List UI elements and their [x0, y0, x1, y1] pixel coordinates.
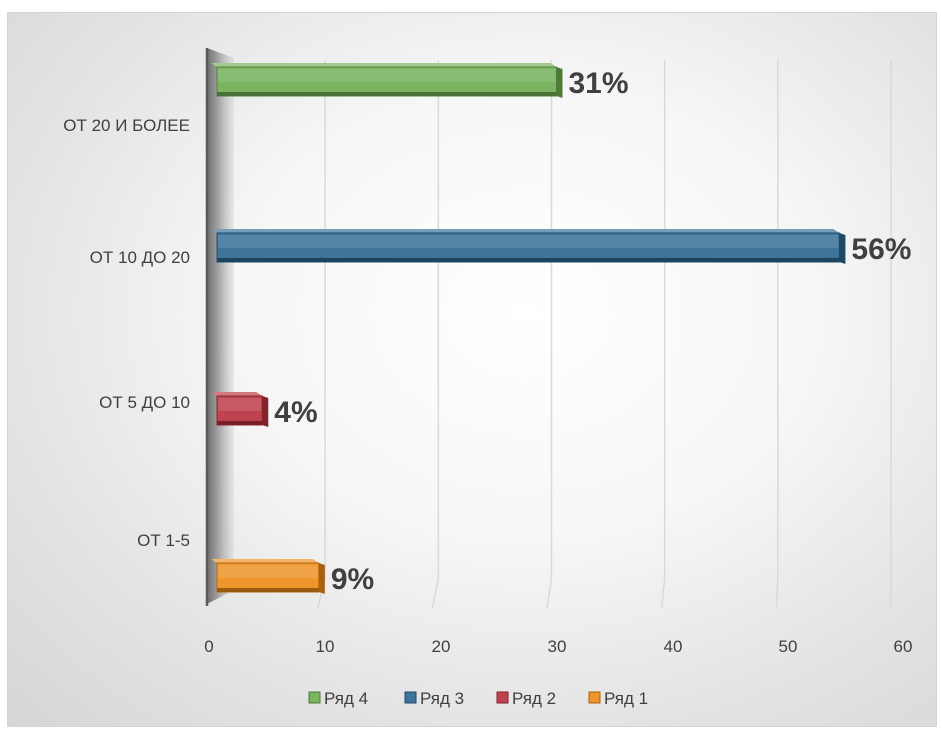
category-label: ОТ 10 ДО 20	[90, 248, 190, 267]
bar	[211, 392, 269, 427]
bar	[211, 559, 325, 594]
legend-swatch	[404, 691, 417, 704]
gridline	[775, 60, 779, 609]
legend-item: Ряд 3	[404, 689, 464, 708]
legend-item: Ряд 4	[308, 689, 368, 708]
category-label: ОТ 20 И БОЛЕЕ	[63, 116, 190, 135]
gridline	[431, 60, 440, 609]
x-tick-label: 10	[316, 637, 335, 656]
x-tick-label: 40	[664, 637, 683, 656]
data-label: 4%	[274, 396, 317, 429]
chart-back-wall	[207, 48, 234, 604]
gridline	[316, 60, 326, 609]
chart-area	[7, 12, 937, 727]
legend-swatch	[496, 691, 509, 704]
category-label: ОТ 1-5	[137, 531, 190, 550]
bar	[211, 229, 846, 264]
x-tick-label: 50	[779, 637, 798, 656]
x-tick-label: 20	[432, 637, 451, 656]
data-label: 9%	[331, 563, 374, 596]
data-label: 31%	[569, 67, 629, 100]
legend-label: Ряд 4	[324, 689, 368, 708]
x-tick-label: 30	[548, 637, 567, 656]
legend-label: Ряд 1	[604, 689, 648, 708]
legend-label: Ряд 2	[512, 689, 556, 708]
data-label: 56%	[851, 233, 911, 266]
gridline	[660, 60, 666, 609]
x-tick-label: 60	[894, 637, 913, 656]
gridline	[546, 60, 553, 609]
category-label: ОТ 5 ДО 10	[99, 393, 190, 412]
legend-swatch	[588, 691, 601, 704]
bar	[211, 63, 563, 98]
legend-swatch	[308, 691, 321, 704]
x-tick-label: 0	[204, 637, 213, 656]
legend-item: Ряд 1	[588, 689, 648, 708]
legend-label: Ряд 3	[420, 689, 464, 708]
legend-item: Ряд 2	[496, 689, 556, 708]
